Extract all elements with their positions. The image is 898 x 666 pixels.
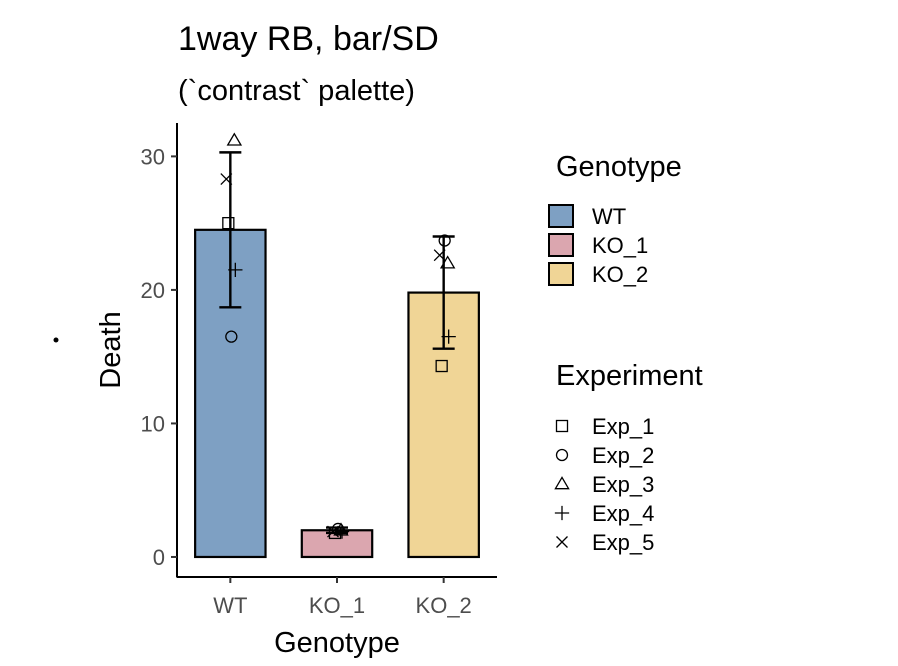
chart-subtitle: (`contrast` palette) [178,75,415,107]
legend-label-Exp_4: Exp_4 [592,501,654,526]
legend-experiment: Experiment Exp_1 Exp_2 Exp_3 Exp_4 Exp_5 [554,360,703,555]
data-point-KO_2-Exp_3 [439,255,456,269]
legend-symbol-Exp_1 [555,419,569,433]
legend-swatch-KO_2 [548,262,574,286]
x-tick-label-WT: WT [213,593,247,618]
stray-dot [53,337,59,343]
plot-area: 0 10 20 30 WT KO_1 KO_2 [141,123,497,618]
data-point-KO_2-Exp_2 [438,234,451,247]
data-point-WT-Exp_4 [228,262,243,278]
legend-symbol-Exp_3 [554,476,570,490]
data-point-KO_2-Exp_5 [433,249,446,262]
legend-label-KO_2: KO_2 [592,262,648,287]
x-tick-label-KO_2: KO_2 [416,593,472,618]
data-point-KO_1-Exp_5 [327,525,339,538]
legend-label-Exp_2: Exp_2 [592,443,654,468]
y-axis-title: Death [95,311,127,388]
legend-swatch-WT [548,204,574,228]
legend-experiment-title: Experiment [556,360,703,392]
data-point-WT-Exp_3 [226,132,243,146]
data-point-KO_2-Exp_4 [441,329,456,344]
y-tick-label: 0 [153,545,165,570]
legend-symbol-Exp_2 [555,448,569,462]
y-tick-label: 20 [141,278,165,303]
y-tick-label: 10 [141,411,165,436]
chart-title: 1way RB, bar/SD [178,20,439,58]
data-point-WT-Exp_1 [222,216,235,230]
y-tick-label: 30 [141,144,165,169]
legend-label-Exp_3: Exp_3 [592,472,654,497]
legend-genotype-title: Genotype [556,151,682,183]
data-point-KO_1-Exp_3 [333,522,349,536]
legend-label-Exp_1: Exp_1 [592,414,654,439]
data-point-KO_1-Exp_1 [328,526,342,540]
legend-symbol-Exp_5 [556,536,568,548]
data-point-WT-Exp_2 [225,330,238,343]
legend-label-WT: WT [592,204,626,229]
data-point-WT-Exp_5 [220,173,233,186]
x-tick-label-KO_1: KO_1 [309,593,365,618]
legend-swatch-KO_1 [548,233,574,257]
legend-genotype: Genotype WT KO_1 KO_2 [548,151,682,287]
legend-symbol-Exp_4 [554,505,570,521]
x-axis-title: Genotype [274,627,400,659]
legend-label-KO_1: KO_1 [592,233,648,258]
data-point-KO_2-Exp_1 [435,359,448,373]
data-point-KO_1-Exp_4 [334,524,350,539]
legend-label-Exp_5: Exp_5 [592,530,654,555]
